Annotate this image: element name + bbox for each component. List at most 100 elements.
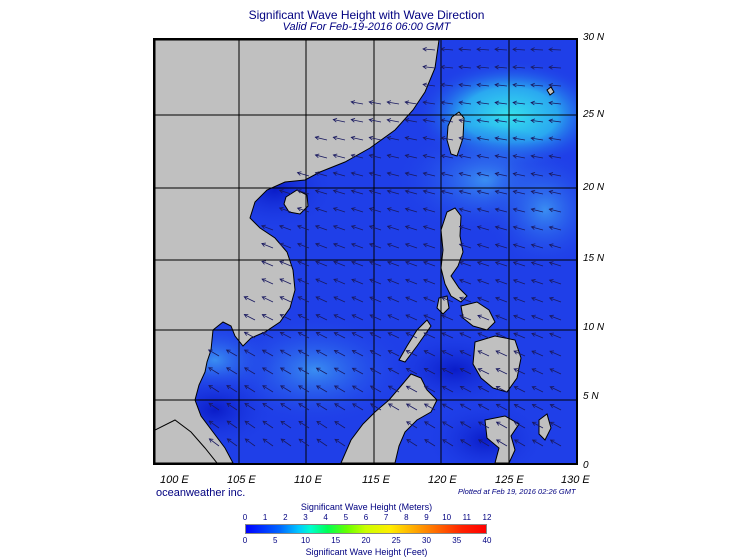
wave-direction-arrow (262, 420, 274, 429)
wave-direction-arrow (208, 402, 220, 411)
wave-direction-arrow (404, 136, 418, 141)
wave-direction-arrow (351, 260, 364, 267)
wave-direction-arrow (333, 296, 346, 303)
land-sulawesi (484, 415, 520, 463)
wave-direction-arrow (440, 46, 454, 52)
wave-direction-arrow (279, 367, 292, 375)
wave-direction-arrow (280, 403, 292, 411)
wave-direction-arrow (279, 260, 292, 267)
wave-direction-arrow (332, 242, 346, 249)
wave-direction-arrow (333, 278, 346, 285)
wave-direction-arrow (476, 261, 490, 267)
wave-direction-arrow (297, 367, 310, 375)
wave-direction-arrow (441, 368, 454, 375)
wave-direction-arrow (423, 368, 436, 375)
wave-direction-arrow (549, 439, 562, 447)
wave-direction-arrow (332, 224, 346, 231)
wave-direction-arrow (297, 314, 310, 321)
lat-label-30n: 30 N (583, 32, 605, 43)
wave-direction-arrow (476, 278, 490, 285)
wave-direction-arrow (476, 82, 490, 88)
wave-direction-arrow (494, 261, 508, 267)
wave-direction-arrow (386, 207, 400, 213)
wave-direction-arrow (226, 402, 238, 411)
wave-direction-arrow (369, 403, 382, 411)
wave-direction-arrow (494, 64, 508, 70)
wave-direction-arrow (476, 136, 490, 141)
wave-direction-arrow (332, 117, 346, 123)
wave-direction-arrow (297, 278, 310, 285)
wave-direction-arrow (530, 261, 544, 267)
wave-direction-arrow (548, 279, 562, 285)
wave-direction-arrow (316, 403, 328, 411)
wave-direction-arrow (280, 438, 292, 447)
wave-direction-arrow (494, 207, 508, 213)
wave-direction-arrow (530, 279, 544, 285)
wave-direction-arrow (279, 349, 292, 357)
wave-direction-arrow (549, 314, 562, 321)
wave-direction-arrow (368, 171, 382, 177)
wave-direction-arrow (513, 386, 526, 393)
wave-direction-arrow (314, 207, 328, 213)
wave-direction-arrow (350, 135, 364, 141)
wave-direction-arrow (296, 171, 310, 177)
wave-direction-arrow (458, 261, 472, 267)
wave-direction-arrow (495, 403, 508, 411)
wave-direction-arrow (441, 403, 454, 411)
wave-direction-arrow (424, 439, 436, 447)
wave-direction-arrow (387, 367, 400, 375)
wave-direction-arrow (458, 64, 472, 70)
wave-direction-arrow (404, 225, 418, 231)
legend-meters-tick: 0 (242, 513, 248, 522)
wave-direction-arrow (531, 368, 544, 375)
wave-direction-arrow (406, 439, 418, 447)
wave-direction-arrow (531, 386, 544, 393)
wave-direction-arrow (422, 46, 436, 52)
wave-direction-arrow (512, 225, 526, 231)
wave-direction-arrow (512, 207, 526, 213)
legend-feet-tick: 20 (361, 536, 371, 545)
wave-direction-arrow (512, 136, 526, 141)
legend-meters-tick: 10 (442, 513, 452, 522)
wave-direction-arrow (494, 118, 508, 123)
wave-direction-arrow (298, 438, 310, 447)
wave-direction-arrow (351, 332, 364, 339)
wave-direction-arrow (386, 260, 400, 267)
wave-direction-arrow (261, 314, 274, 321)
wave-direction-arrow (261, 260, 274, 267)
wave-direction-arrow (548, 189, 562, 195)
wave-direction-arrow (261, 331, 274, 339)
wave-direction-arrow (368, 189, 382, 195)
wave-direction-arrow (386, 153, 400, 159)
legend-meters-title: Significant Wave Height (Meters) (300, 502, 433, 512)
wave-direction-arrow (458, 100, 472, 106)
wave-direction-arrow (208, 385, 220, 393)
wave-direction-arrow (494, 100, 508, 106)
wave-height-colorbar (245, 524, 487, 534)
wave-direction-arrow (495, 332, 508, 339)
lat-label-5n: 5 N (583, 391, 599, 402)
wave-direction-arrow (369, 385, 382, 393)
wave-direction-arrow (279, 278, 292, 285)
lat-label-25n: 25 N (583, 109, 605, 120)
wave-direction-arrow (208, 438, 220, 447)
wave-direction-arrow (512, 189, 526, 195)
wave-direction-arrow (495, 296, 508, 303)
wave-direction-arrow (549, 386, 562, 393)
wave-direction-arrow (422, 243, 436, 249)
wave-direction-arrow (422, 118, 436, 123)
wave-direction-arrow (476, 189, 490, 195)
wave-direction-arrow (297, 349, 310, 357)
wave-direction-arrow (495, 439, 508, 447)
wave-direction-arrow (530, 172, 544, 177)
wave-direction-arrow (405, 278, 418, 285)
wave-direction-arrow (243, 349, 256, 357)
wave-direction-arrow (351, 314, 364, 321)
wave-direction-arrow (476, 207, 490, 213)
wave-direction-arrow (530, 189, 544, 195)
wave-direction-arrow (244, 385, 256, 393)
wave-direction-arrow (261, 296, 274, 303)
wave-direction-arrow (334, 438, 346, 447)
wave-direction-arrow (351, 349, 364, 357)
wave-direction-arrow (297, 260, 310, 267)
